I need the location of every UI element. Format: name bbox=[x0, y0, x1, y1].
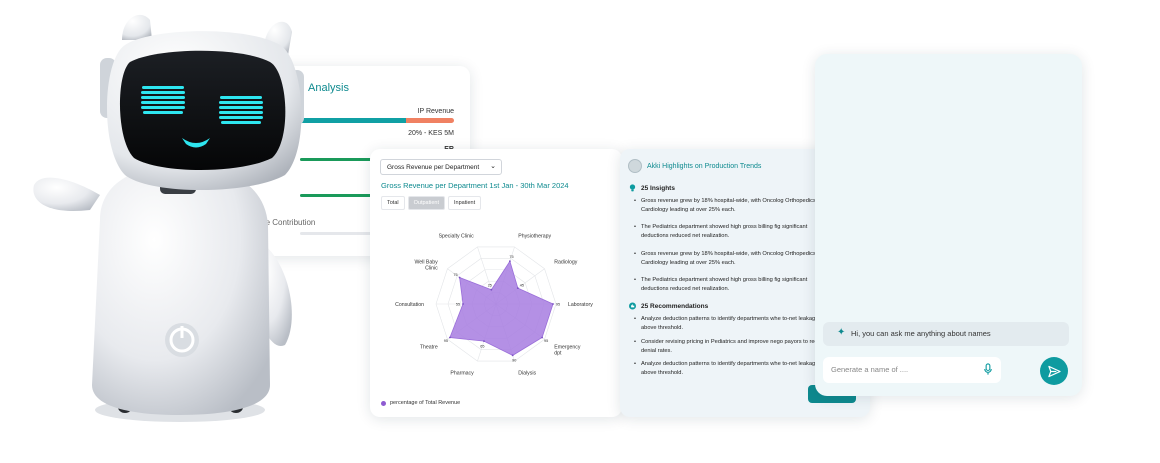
robot-mascot-illustration bbox=[30, 0, 340, 440]
radar-value-label: 45 bbox=[520, 284, 524, 288]
radar-point bbox=[462, 303, 464, 305]
insight-item: The Pediatrics department showed high gr… bbox=[634, 223, 834, 241]
ip-revenue-value: 20% - KES 5M bbox=[408, 130, 454, 137]
insights-heading: 25 Insights bbox=[629, 184, 675, 192]
radar-category-label: Well Baby Clinic bbox=[414, 260, 438, 272]
recommendation-item: Analyze deduction patterns to identify d… bbox=[634, 360, 834, 378]
radar-point bbox=[512, 354, 514, 356]
radar-chart: 75 Physiotherapy 45 Radiology 95 Laboratory 95… bbox=[370, 213, 622, 397]
radar-value-label: 90 bbox=[512, 359, 516, 363]
insight-item: The Pediatrics department showed high gr… bbox=[634, 276, 834, 294]
tab-outpatient[interactable]: Outpatient bbox=[408, 196, 445, 210]
radar-point bbox=[552, 303, 554, 305]
chart-tabs: Total Outpatient Inpatient bbox=[381, 196, 481, 210]
radar-category-label: Specialty Clinic bbox=[439, 234, 475, 240]
assistant-message: ✦ Hi, you can ask me anything about name… bbox=[823, 322, 1069, 346]
thumbs-up-icon bbox=[629, 302, 636, 310]
tab-inpatient[interactable]: Inpatient bbox=[448, 196, 481, 210]
radar-point bbox=[459, 277, 461, 279]
radar-value-label: 75 bbox=[453, 273, 457, 277]
recommendations-heading: 25 Recommendations bbox=[629, 302, 708, 310]
highlights-title: Akki Highlights on Production Trends bbox=[647, 163, 761, 170]
metric-dropdown[interactable]: Gross Revenue per Department ⌄ bbox=[380, 159, 502, 175]
recommendation-item: Consider revising pricing in Pediatrics … bbox=[634, 338, 834, 356]
send-icon bbox=[1048, 365, 1061, 378]
ip-bar-coral-segment bbox=[406, 118, 454, 123]
radar-point bbox=[541, 337, 543, 339]
send-button[interactable] bbox=[1040, 357, 1068, 385]
insights-heading-label: 25 Insights bbox=[641, 185, 675, 192]
radar-series-area bbox=[450, 261, 553, 355]
radar-value-label: 25 bbox=[488, 283, 492, 287]
chart-title: Gross Revenue per Department 1st Jan - 3… bbox=[381, 181, 569, 190]
radar-category-label: Dialysis bbox=[518, 370, 536, 376]
recommendation-item: Analyze deduction patterns to identify d… bbox=[634, 315, 834, 333]
recommendations-heading-label: 25 Recommendations bbox=[641, 303, 708, 310]
chart-legend: percentage of Total Revenue bbox=[381, 400, 460, 406]
radar-point bbox=[509, 260, 511, 262]
radar-category-label: Pharmacy bbox=[450, 370, 474, 376]
radar-category-label: Laboratory bbox=[568, 302, 593, 308]
legend-swatch bbox=[381, 401, 386, 406]
ip-revenue-label: IP Revenue bbox=[418, 108, 454, 115]
legend-label: percentage of Total Revenue bbox=[390, 400, 460, 406]
chevron-down-icon: ⌄ bbox=[490, 162, 496, 170]
insight-item: Gross revenue grew by 18% hospital-wide,… bbox=[634, 250, 834, 268]
radar-category-label: Emergency dpt bbox=[554, 344, 581, 356]
radar-value-label: 95 bbox=[444, 339, 448, 343]
revenue-chart-card: Gross Revenue per Department ⌄ Gross Rev… bbox=[370, 149, 622, 417]
insight-item: Gross revenue grew by 18% hospital-wide,… bbox=[634, 197, 834, 215]
radar-value-label: 65 bbox=[480, 344, 484, 348]
radar-category-label: Consultation bbox=[395, 302, 424, 308]
radar-point bbox=[490, 289, 492, 291]
radar-category-label: Physiotherapy bbox=[518, 234, 551, 240]
chat-panel: ✦ Hi, you can ask me anything about name… bbox=[815, 54, 1082, 396]
assistant-message-text: Hi, you can ask me anything about names bbox=[851, 329, 991, 338]
sparkle-icon: ✦ bbox=[837, 327, 845, 338]
radar-category-label: Radiology bbox=[554, 260, 577, 266]
radar-category-label: Theatre bbox=[420, 344, 438, 350]
radar-value-label: 95 bbox=[544, 339, 548, 343]
radar-point bbox=[483, 340, 485, 342]
tab-total[interactable]: Total bbox=[381, 196, 405, 210]
radar-value-label: 55 bbox=[456, 303, 460, 307]
radar-point bbox=[449, 337, 451, 339]
radar-value-label: 75 bbox=[509, 255, 513, 259]
chat-input-placeholder: Generate a name of .... bbox=[831, 365, 908, 374]
microphone-icon[interactable] bbox=[983, 363, 993, 376]
radar-value-label: 95 bbox=[556, 303, 560, 307]
highlights-header: Akki Highlights on Production Trends bbox=[628, 159, 761, 173]
avatar bbox=[628, 159, 642, 173]
bulb-icon bbox=[629, 184, 636, 192]
metric-dropdown-label: Gross Revenue per Department bbox=[387, 164, 479, 171]
radar-point bbox=[517, 287, 519, 289]
chat-input[interactable]: Generate a name of .... bbox=[823, 357, 1001, 383]
